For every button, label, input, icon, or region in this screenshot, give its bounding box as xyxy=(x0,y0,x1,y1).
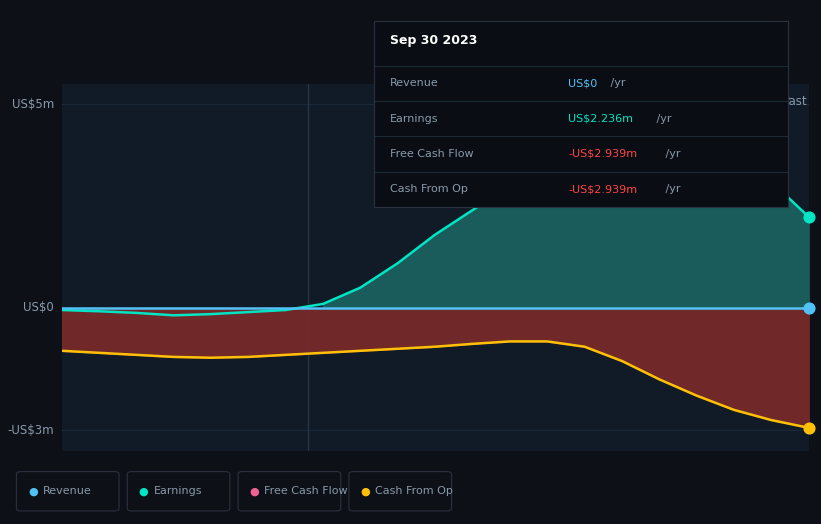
Text: Free Cash Flow: Free Cash Flow xyxy=(390,149,474,159)
Text: Past: Past xyxy=(782,95,807,108)
Text: US$2.236m: US$2.236m xyxy=(568,114,634,124)
Point xyxy=(802,423,815,432)
Text: Cash From Op: Cash From Op xyxy=(390,184,468,194)
Text: US$0: US$0 xyxy=(568,78,598,88)
Text: ●: ● xyxy=(139,486,149,496)
Text: -US$3m: -US$3m xyxy=(7,424,54,437)
Text: Cash From Op: Cash From Op xyxy=(375,486,453,496)
Text: ●: ● xyxy=(250,486,259,496)
Text: ●: ● xyxy=(360,486,370,496)
Text: ●: ● xyxy=(28,486,38,496)
Text: Revenue: Revenue xyxy=(43,486,91,496)
Text: -US$2.939m: -US$2.939m xyxy=(568,184,638,194)
Text: /yr: /yr xyxy=(662,184,681,194)
Text: US$5m: US$5m xyxy=(11,97,54,111)
Text: 2023: 2023 xyxy=(420,476,450,489)
Point xyxy=(802,304,815,312)
Text: US$0: US$0 xyxy=(23,301,54,314)
Text: Earnings: Earnings xyxy=(390,114,438,124)
Text: /yr: /yr xyxy=(662,149,681,159)
Text: Earnings: Earnings xyxy=(154,486,202,496)
Text: /yr: /yr xyxy=(607,78,626,88)
Text: Free Cash Flow: Free Cash Flow xyxy=(264,486,348,496)
Text: Revenue: Revenue xyxy=(390,78,439,88)
Text: Sep 30 2023: Sep 30 2023 xyxy=(390,34,478,47)
Text: /yr: /yr xyxy=(653,114,671,124)
Point xyxy=(802,213,815,221)
Text: -US$2.939m: -US$2.939m xyxy=(568,149,638,159)
